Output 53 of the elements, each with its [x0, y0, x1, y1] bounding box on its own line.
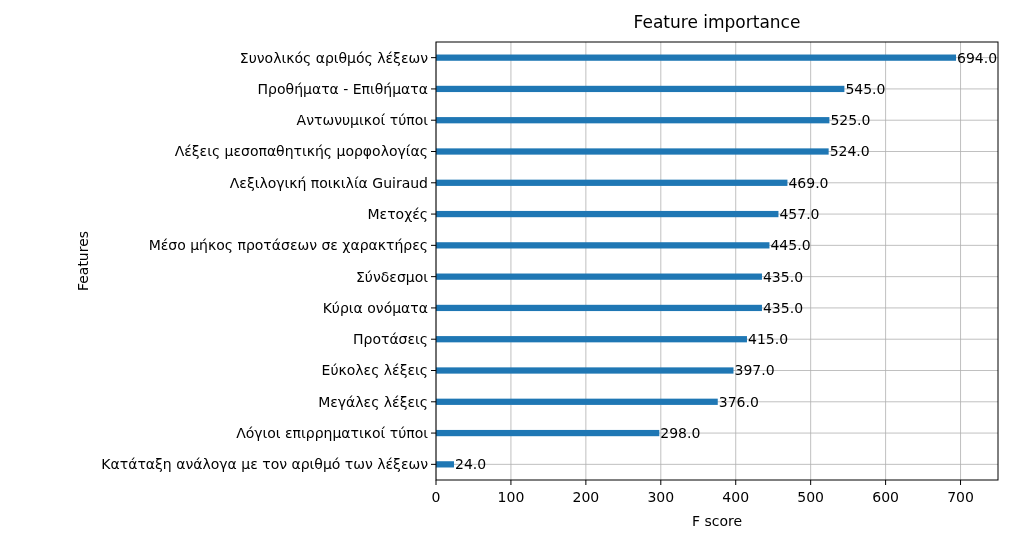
- data-label: 24.0: [454, 456, 487, 473]
- x-tick-label: 600: [872, 489, 899, 505]
- bar: [436, 367, 734, 374]
- data-label: 469.0: [788, 174, 829, 191]
- bar: [436, 210, 779, 218]
- y-tick-label: Προτάσεις: [352, 331, 428, 348]
- bar: [436, 429, 660, 437]
- x-tick-label: 500: [797, 489, 825, 505]
- y-tick-label: Μεγάλες λέξεις: [318, 393, 428, 410]
- bar: [436, 117, 830, 124]
- data-label: 445.0: [770, 237, 811, 254]
- data-label: 457.0: [779, 205, 820, 222]
- y-tick-label: Λόγιοι επιρρηματικοί τύποι: [236, 424, 429, 441]
- bar: [436, 242, 770, 249]
- x-tick-label: 700: [947, 489, 974, 505]
- y-tick-label: Μέσο μήκος προτάσεων σε χαρακτήρες: [148, 237, 428, 254]
- bar: [436, 336, 747, 343]
- data-label: 435.0: [762, 299, 804, 316]
- y-tick-label: Λεξιλογική ποικιλία Guiraud: [229, 174, 428, 191]
- bar: [436, 85, 845, 93]
- y-tick-label: Κύρια ονόματα: [322, 299, 428, 316]
- data-label: 694.0: [957, 49, 998, 66]
- data-label: 435.0: [762, 268, 804, 285]
- y-tick-label: Μετοχές: [367, 205, 428, 222]
- bar: [436, 461, 454, 468]
- y-tick-label: Σύνδεσμοι: [356, 268, 429, 285]
- bar: [436, 304, 762, 312]
- data-label: 525.0: [830, 112, 871, 129]
- bar: [436, 273, 762, 280]
- y-tick-label: Λέξεις μεσοπαθητικής μορφολογίας: [174, 143, 428, 160]
- x-tick-label: 100: [497, 489, 525, 505]
- x-axis-title: F score: [691, 513, 743, 529]
- data-label: 415.0: [747, 331, 789, 348]
- data-label: 524.0: [829, 143, 870, 160]
- data-label: 298.0: [660, 424, 701, 441]
- y-tick-label: Αντωνυμικοί τύποι: [296, 112, 429, 129]
- y-axis-title: Features: [75, 230, 91, 292]
- bar: [436, 398, 718, 405]
- x-tick-label: 400: [722, 489, 750, 505]
- bar: [436, 54, 957, 61]
- data-label: 397.0: [734, 362, 775, 379]
- y-tick-label: Κατάταξη ανάλογα με τον αριθμό των λέξεων: [101, 456, 429, 473]
- chart-title: Feature importance: [633, 12, 801, 32]
- x-tick-label: 0: [431, 489, 441, 505]
- x-tick-label: 200: [572, 489, 600, 505]
- y-tick-label: Προθήματα - Επιθήματα: [257, 80, 428, 97]
- y-tick-label: Συνολικός αριθμός λέξεων: [239, 49, 429, 66]
- data-label: 545.0: [845, 80, 886, 97]
- y-tick-label: Εύκολες λέξεις: [321, 362, 428, 379]
- x-tick-label: 300: [647, 489, 675, 505]
- bar: [436, 179, 788, 186]
- data-label: 376.0: [718, 393, 759, 410]
- bar: [436, 148, 829, 155]
